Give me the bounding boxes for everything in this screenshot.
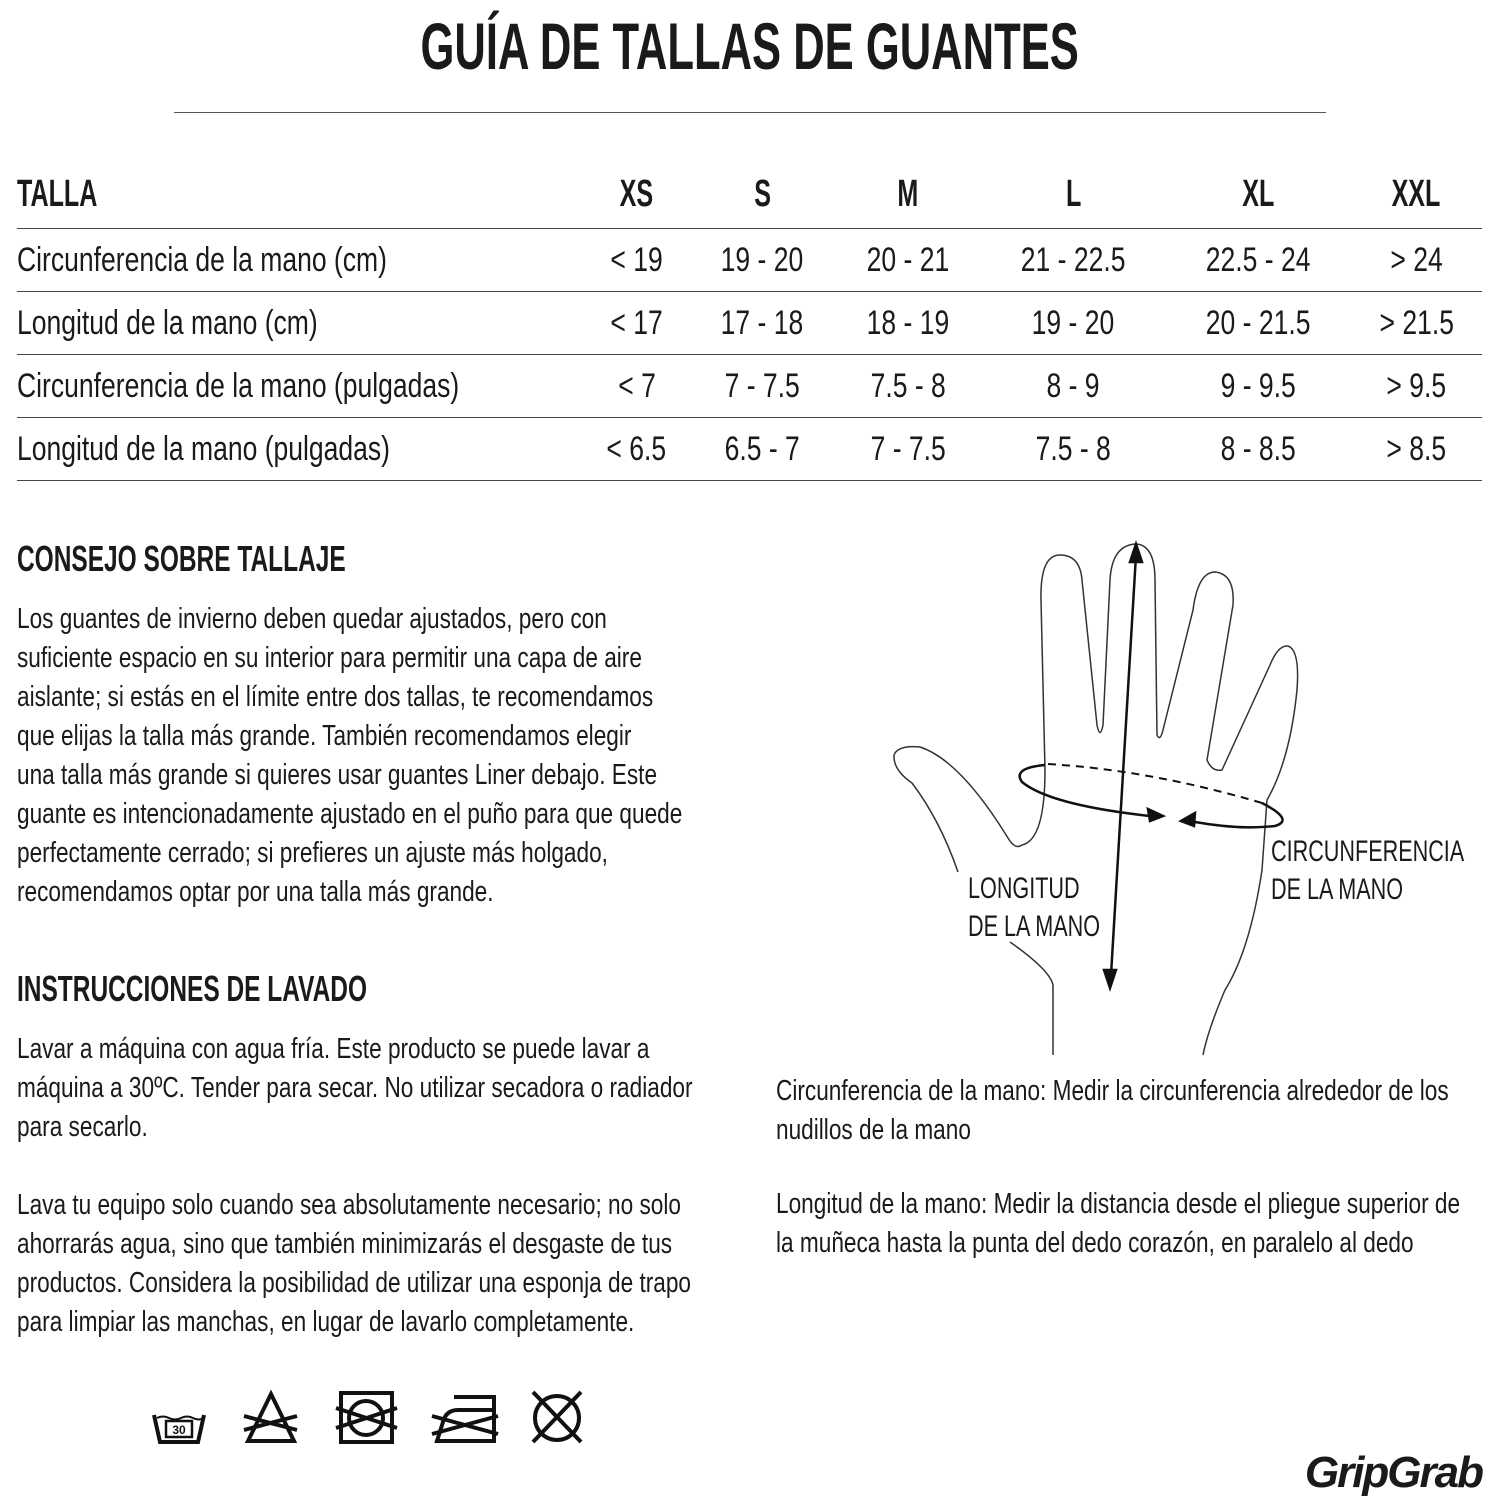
no-bleach-icon [243,1389,298,1443]
header-cell: XL [1242,172,1275,215]
size-value-cell: 19 - 20 [980,291,1166,355]
length-label: LONGITUD DE LA MANO [968,872,1101,943]
size-value-cell: 7.5 - 8 [980,417,1166,481]
size-value-cell: < 17 [583,291,690,355]
size-table: TALLA XS S M L XL XXL Circunferencia de … [17,160,1482,481]
no-dry-clean-icon [531,1390,583,1444]
sizing-advice-text: Los guantes de invierno deben quedar aju… [17,603,683,908]
page-title: GUÍA DE TALLAS DE GUANTES [420,9,1080,83]
size-value-cell: 17 - 18 [689,291,836,355]
size-value-cell: 7 - 7.5 [835,417,981,481]
washing-heading: INSTRUCCIONES DE LAVADO [17,968,367,1009]
size-value-cell: 18 - 19 [835,291,981,355]
size-value-cell: 8 - 9 [980,354,1166,418]
no-iron-icon [431,1395,499,1443]
wash-30-icon: 30 [152,1414,206,1444]
size-value-cell: < 6.5 [583,417,690,481]
row-label: Circunferencia de la mano (cm) [17,228,584,292]
header-cell: S [753,172,771,215]
sizing-advice-heading: CONSEJO SOBRE TALLAJE [17,538,346,579]
size-value-cell: < 19 [583,228,690,292]
size-value-cell: 6.5 - 7 [689,417,836,481]
care-icons: 30 [152,1389,583,1444]
table-row: Longitud de la mano (cm) < 17 17 - 18 18 - … [17,291,1482,355]
washing-text-1: Lavar a máquina con agua fría. Este prod… [17,1033,693,1143]
size-value-cell: 9 - 9.5 [1165,354,1351,418]
header-cell: XS [619,172,654,215]
row-label: Longitud de la mano (pulgadas) [17,417,584,481]
size-value-cell: 21 - 22.5 [980,228,1166,292]
row-label: Longitud de la mano (cm) [17,291,584,355]
size-value-cell: 22.5 - 24 [1165,228,1351,292]
circumference-loop [1018,763,1284,829]
size-value-cell: 20 - 21.5 [1165,291,1351,355]
header-cell: L [1065,172,1081,215]
gripgrab-logo: GripGrab [1304,1448,1484,1497]
table-row: Circunferencia de la mano (cm) < 19 19 - 2… [17,228,1482,292]
svg-text:30: 30 [172,1423,186,1437]
sizing-advice-section: CONSEJO SOBRE TALLAJE Los guantes de inv… [17,538,870,912]
size-value-cell: < 7 [583,354,690,418]
size-value-cell: > 8.5 [1350,417,1482,481]
circumference-label: CIRCUNFERENCIA DE LA MANO [1271,835,1465,906]
header-cell: XXL [1391,172,1441,215]
size-value-cell: > 24 [1350,228,1482,292]
washing-text-2: Lava tu equipo solo cuando sea absolutam… [17,1189,692,1338]
washing-section: INSTRUCCIONES DE LAVADO Lavar a máquina … [17,968,883,1342]
hand-outline [893,543,1299,1056]
row-label: Circunferencia de la mano (pulgadas) [17,354,584,418]
length-note: Longitud de la mano: Medir la distancia … [776,1188,1461,1259]
size-value-cell: 8 - 8.5 [1165,417,1351,481]
size-value-cell: > 9.5 [1350,354,1482,418]
size-value-cell: > 21.5 [1350,291,1482,355]
circumference-note: Circunferencia de la mano: Medir la circ… [776,1075,1449,1146]
table-row: Longitud de la mano (pulgadas) < 6.5 6.5 -… [17,417,1482,481]
size-value-cell: 7 - 7.5 [689,354,836,418]
size-value-cell: 19 - 20 [689,228,836,292]
header-cell: TALLA [17,172,98,215]
size-value-cell: 7.5 - 8 [835,354,981,418]
title-divider [174,112,1326,113]
table-header-row: TALLA XS S M L XL XXL [17,160,1482,229]
header-cell: M [897,172,919,215]
size-value-cell: 20 - 21 [835,228,981,292]
no-tumble-dry-icon [335,1391,398,1444]
